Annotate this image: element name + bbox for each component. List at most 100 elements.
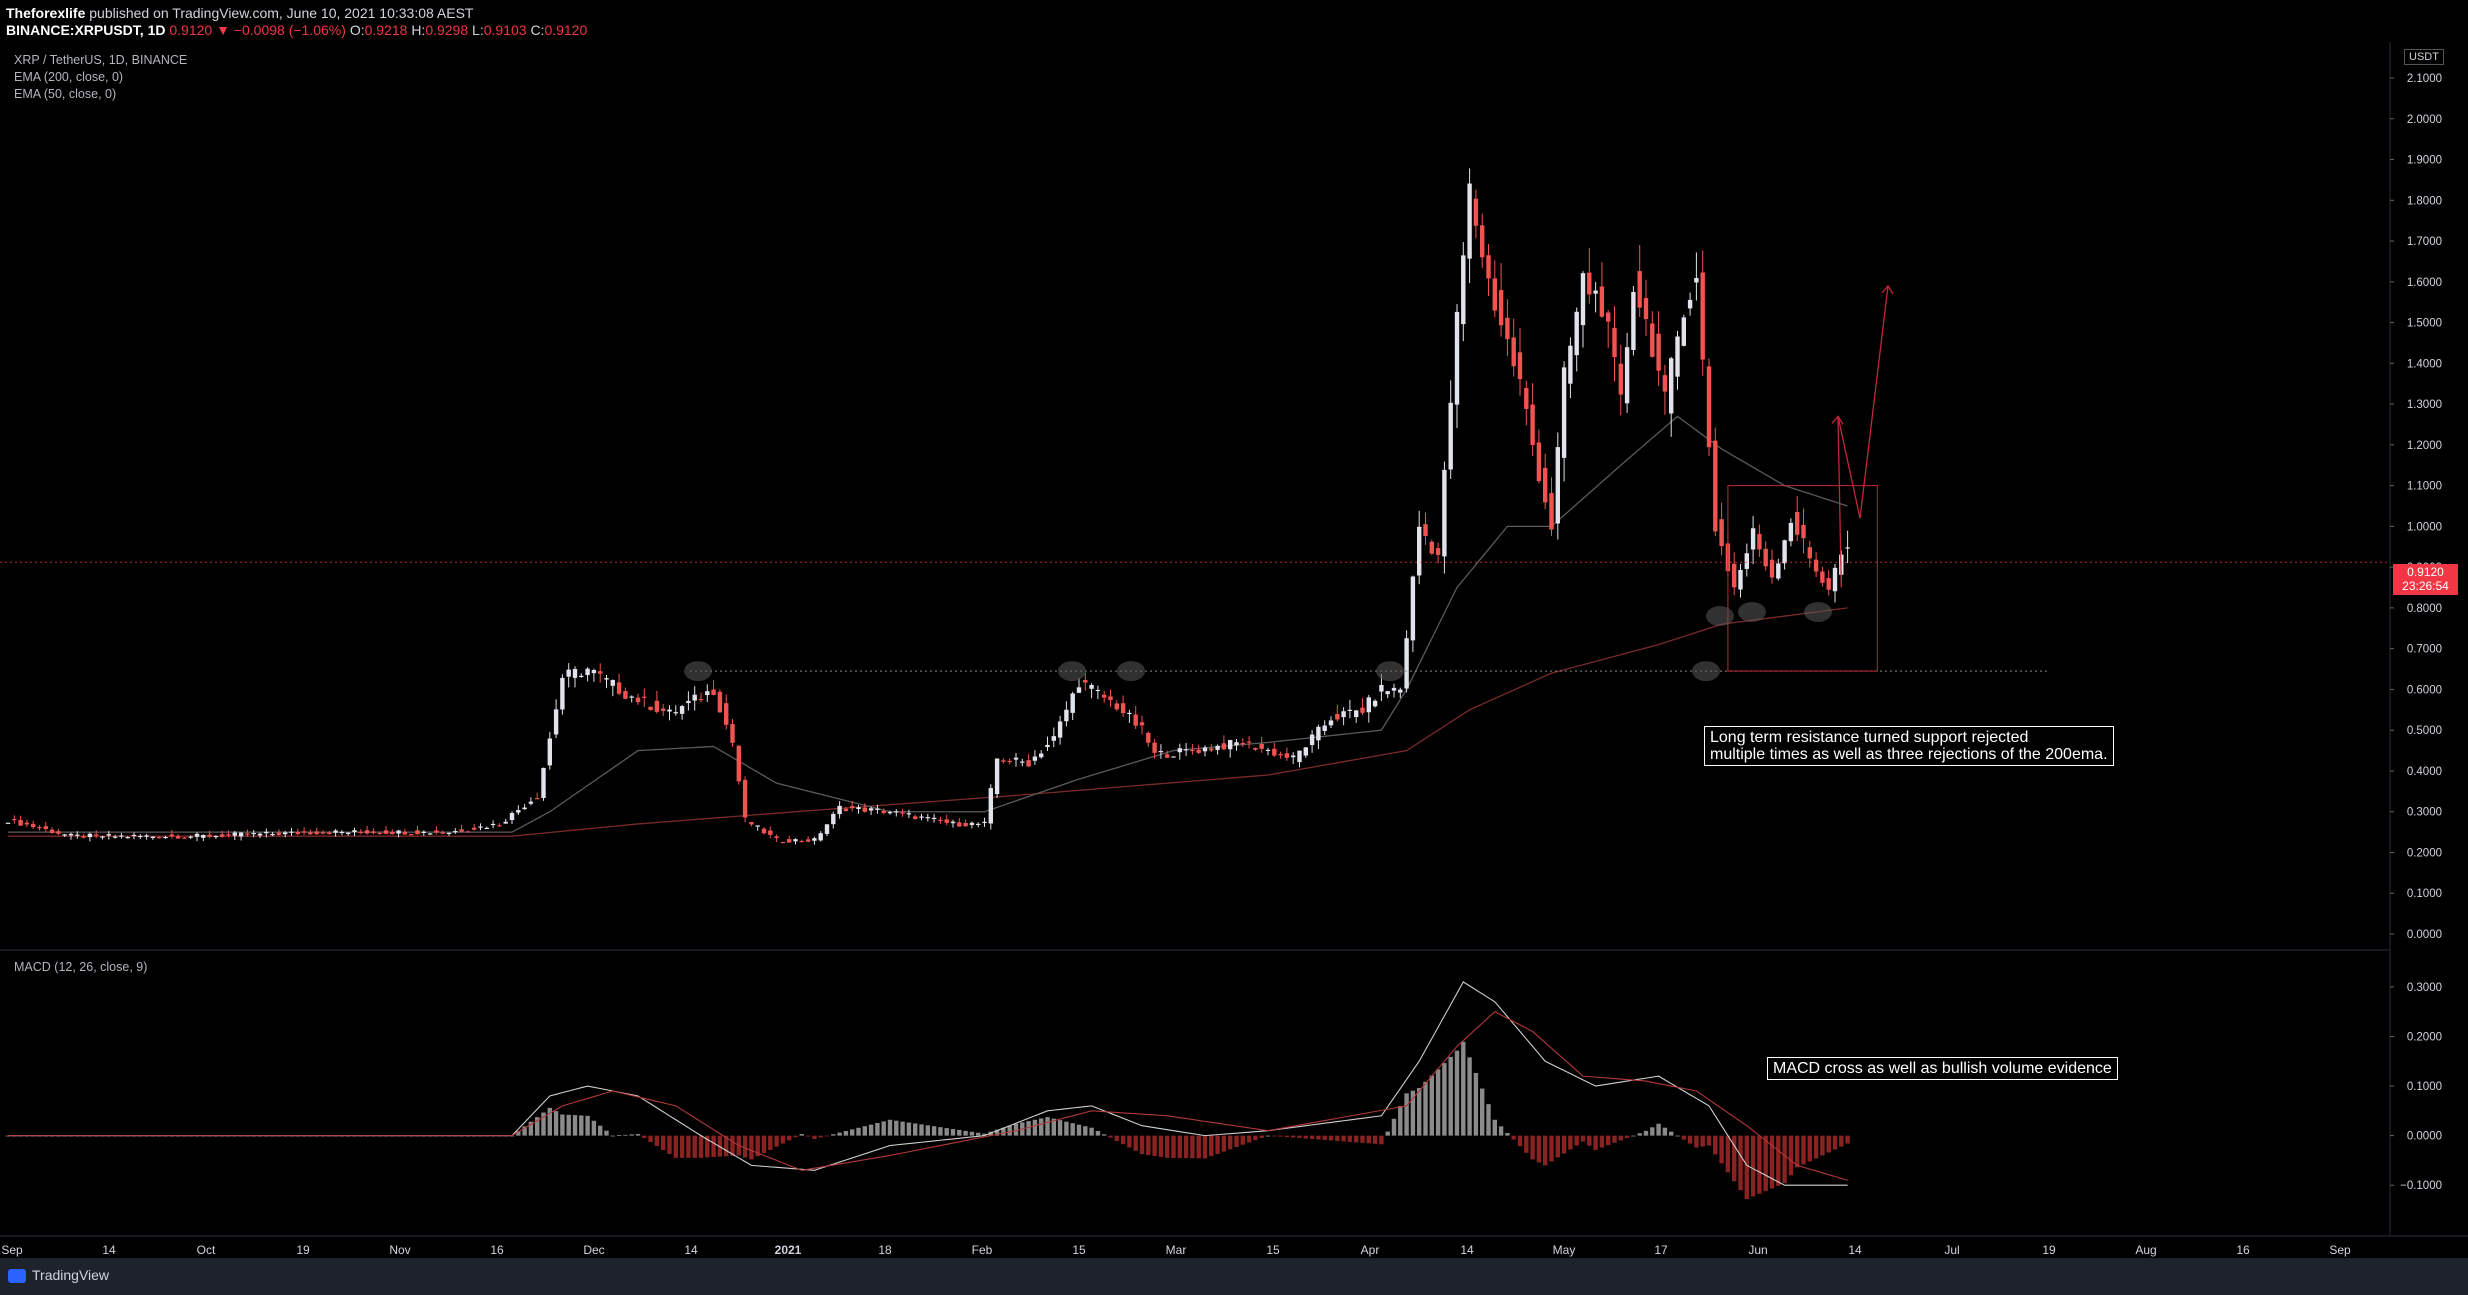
candle-body [75,834,80,836]
candle-body [692,694,697,701]
candle-body [560,677,565,710]
legend-macd[interactable]: MACD (12, 26, close, 9) [14,960,148,974]
macd-histogram-bar [648,1135,653,1142]
macd-histogram-bar [635,1134,641,1136]
currency-label[interactable]: USDT [2404,49,2444,65]
candle-body [1435,548,1441,555]
macd-histogram-bar [1769,1135,1775,1189]
candle-body [837,805,842,815]
macd-histogram-bar [667,1135,672,1154]
bar-countdown: 23:26:54 [2402,579,2449,593]
candle-body [220,834,225,837]
candle-body [232,832,237,836]
candle-body [18,819,23,826]
macd-histogram-bar [1209,1135,1214,1157]
macd-histogram-bar [818,1135,823,1138]
macd-histogram-bar [982,1133,987,1136]
macd-histogram-bar [1001,1127,1006,1136]
macd-histogram-bar [673,1135,678,1158]
candle-body [478,826,483,828]
macd-histogram-bar [1360,1135,1365,1143]
macd-histogram-bar [1782,1135,1787,1184]
candles[interactable] [5,168,1850,845]
candle-body [635,697,641,703]
macd-histogram-bar [616,1135,622,1137]
annotation-macd[interactable]: MACD cross as well as bullish volume evi… [1767,1057,2118,1080]
macd-histogram-bar [881,1121,886,1136]
macd-histogram-bar [1190,1135,1195,1159]
candle-body [1587,272,1592,295]
axes[interactable]: 2.1000 2.0000 1.9000 1.8000 1.7000 1.6000 1.50… [1,73,2442,1257]
macd-histogram-bar [1139,1135,1145,1155]
candle-body [1706,366,1712,448]
candle-body [1272,748,1277,756]
price-tick-label: 0.5000 [2407,725,2442,737]
low-value: 0.9103 [483,22,527,38]
candle-body [1656,333,1661,371]
candle-body [1410,576,1416,641]
macd-histogram-bar [906,1122,912,1136]
macd-histogram-bar [642,1135,647,1139]
candle-body [434,830,439,833]
candle-body [1845,547,1850,549]
macd-histogram-bar [831,1134,836,1136]
macd-histogram-bar [1007,1125,1012,1136]
tradingview-logo[interactable]: TradingView [8,1267,109,1284]
candle-body [1341,711,1346,718]
tradingview-logo-icon [8,1269,26,1284]
legend-ema50[interactable]: EMA (50, close, 0) [14,87,117,101]
legend-title[interactable]: XRP / TetherUS, 1D, BINANCE [14,53,188,67]
annotation-support[interactable]: Long term resistance turned support reje… [1704,726,2114,766]
candle-body [913,816,918,820]
macd-histogram-bar [1404,1093,1409,1136]
candle-body [1593,290,1598,294]
candle-body [119,835,124,837]
macd-histogram-bar [1650,1127,1655,1136]
macd-histogram-bar [1398,1106,1403,1136]
candle-body [906,813,912,815]
candle-body [774,836,779,839]
candle-body [1404,638,1409,689]
candle-body [1769,559,1775,578]
candle-body [440,832,445,834]
macd-histogram-bar [1757,1135,1762,1194]
candle-body [1675,336,1680,377]
candle-body [490,823,496,826]
candle-body [352,830,357,832]
time-tick-label: 2021 [775,1243,802,1257]
macd-histogram-bar [1587,1135,1592,1146]
macd-histogram-bar [1599,1135,1605,1148]
signal-line [8,1010,1848,1181]
candle-body [226,834,231,836]
macd-histogram-bar [1776,1135,1781,1186]
candle-body [642,696,647,698]
macd-tick-label: 0.3000 [2407,982,2442,994]
macd-histogram-bar [1505,1132,1510,1136]
candle-body [1549,492,1554,530]
publisher-name[interactable]: Theforexlife [6,5,86,21]
candle-body [1001,760,1006,762]
macd-pane[interactable] [5,981,1850,1200]
legend-ema200[interactable]: EMA (200, close, 0) [14,70,124,84]
drawings[interactable] [0,284,2390,682]
macd-histogram-bar [1284,1135,1290,1138]
candle-body [396,830,401,834]
macd-histogram-bar [692,1135,697,1158]
macd-histogram-bar [1511,1135,1516,1140]
candle-body [1309,734,1315,746]
macd-histogram-bar [1524,1135,1529,1153]
candle-body [1316,726,1321,741]
candle-body [1057,721,1063,738]
candle-body [371,831,376,834]
chart-canvas[interactable]: 2.1000 2.0000 1.9000 1.8000 1.7000 1.6000 1.50… [0,42,2468,1258]
candle-body [824,824,830,834]
candle-body [982,821,987,823]
macd-histogram-bar [1574,1135,1579,1146]
time-tick-label: 14 [1460,1243,1474,1257]
candle-body [43,826,48,829]
macd-histogram-bar [837,1132,842,1136]
macd-histogram-bar [1202,1135,1208,1159]
candle-body [1561,367,1567,458]
candle-body [1669,358,1674,414]
macd-histogram-bar [1316,1135,1321,1140]
